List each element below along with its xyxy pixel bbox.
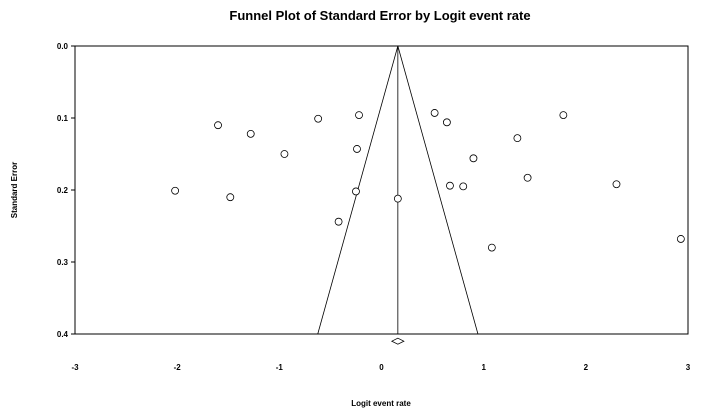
x-axis-ticks: -3 -2 -1 0 1 2 3 [71,363,690,372]
funnel-right-line [397,45,479,335]
y-tick-label: 0.0 [57,42,69,51]
study-point [523,173,532,182]
study-point [355,111,363,120]
study-point [559,111,568,120]
study-point [393,194,402,203]
chart-title: Funnel Plot of Standard Error by Logit e… [229,8,530,23]
x-tick-label: 1 [481,363,486,372]
y-tick-label: 0.4 [57,330,69,339]
plot-area-frame [74,45,689,335]
study-point [334,217,343,226]
x-tick-label: 2 [584,363,589,372]
study-point [612,180,621,189]
y-axis-label: Standard Error [10,162,19,218]
study-point [226,193,235,202]
study-point [280,150,289,158]
study-point [513,134,522,143]
x-axis-label: Logit event rate [351,399,411,408]
x-tick-label: 0 [379,363,384,372]
y-axis-ticks: 0.0 0.1 0.2 0.3 0.4 [57,42,75,339]
x-tick-label: -1 [276,363,284,372]
study-point [246,129,255,138]
study-point [676,235,685,243]
study-point [442,118,451,127]
study-point [459,182,468,191]
x-tick-label: 3 [686,363,691,372]
study-point [446,181,454,190]
study-point [214,121,222,130]
study-point [171,186,180,195]
y-tick-label: 0.1 [57,114,69,123]
study-point [352,187,360,196]
study-point [314,114,323,123]
summary-diamond [390,337,405,345]
x-tick-label: -2 [174,363,182,372]
study-points [171,109,685,252]
x-tick-label: -3 [71,363,79,372]
study-point [430,109,439,117]
y-tick-label: 0.2 [57,186,69,195]
y-tick-label: 0.3 [57,258,69,267]
study-point [353,145,361,153]
funnel-lines [317,45,479,335]
summary-diamond-group [390,337,405,345]
study-point [469,154,478,163]
study-point [487,243,496,252]
